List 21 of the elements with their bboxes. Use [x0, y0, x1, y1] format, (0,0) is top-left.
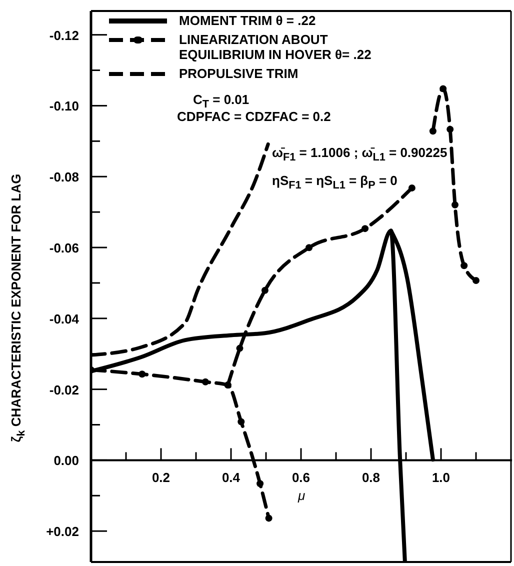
x-axis-title: μ	[296, 488, 306, 504]
y-tick-label: -0.12	[49, 28, 79, 43]
annotation: C$_{T}$ = 0.01	[193, 92, 250, 111]
y-tick-label: -0.10	[49, 98, 79, 114]
x-tick-label: 0.4	[222, 470, 241, 486]
x-tick-label: 0.6	[292, 470, 310, 486]
y-tick-label: +0.02	[46, 524, 79, 540]
annotation: CDPFAC = CDZFAC = 0.2	[177, 109, 331, 124]
y-tick-label: -0.04	[49, 311, 80, 326]
legend-label: LINEARIZATION ABOUT EQUILIBRIUM IN HOVER θ= .22	[179, 32, 372, 62]
legend-label: PROPULSIVE TRIM	[179, 66, 300, 81]
x-tick-label: 0.2	[152, 470, 170, 486]
annotation: ω̄$_{F1}$ = 1.1006 ; ω̄$_{L1}$ = 0.90225	[272, 145, 448, 164]
annotation: ηS$_{F1}$ = ηS$_{L1}$ = β$_{P}$ = 0	[272, 173, 398, 192]
y-tick-label: 0.00	[54, 453, 79, 468]
y-tick-label: -0.08	[49, 170, 79, 185]
legend-label: MOMENT TRIM θ = .22	[179, 13, 317, 28]
y-tick-label: -0.06	[49, 240, 79, 256]
x-tick-label: 0.8	[362, 470, 380, 486]
y-tick-label: -0.02	[49, 382, 79, 398]
x-tick-label: 1.0	[432, 470, 450, 486]
